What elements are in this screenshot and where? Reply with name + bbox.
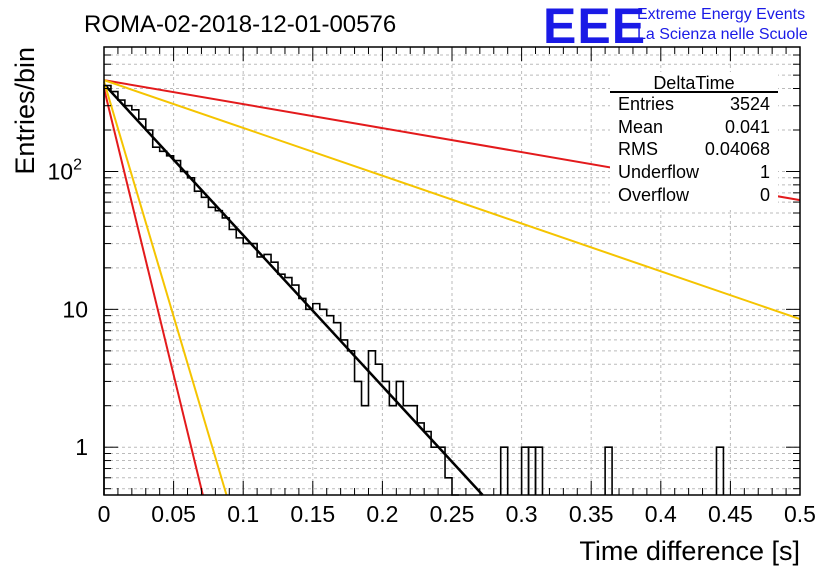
x-tick-label: 0.05 xyxy=(151,501,196,527)
stats-value-underflow: 1 xyxy=(760,162,770,182)
stats-label-overflow: Overflow xyxy=(618,185,690,205)
plot-frame xyxy=(103,46,801,496)
stats-box-bg xyxy=(610,72,778,210)
x-tick-label: 0.15 xyxy=(290,501,335,527)
stats-value-overflow: 0 xyxy=(760,185,770,205)
x-tick-label: 0.2 xyxy=(366,501,398,527)
stats-label-entries: Entries xyxy=(618,94,674,114)
histogram-bin xyxy=(715,446,725,495)
curve-line xyxy=(103,79,801,321)
stats-label-mean: Mean xyxy=(618,117,663,137)
x-tick-label: 0.35 xyxy=(569,501,614,527)
curve-line xyxy=(103,88,204,496)
stats-title: DeltaTime xyxy=(653,73,734,93)
brand-line-1: Extreme Energy Events xyxy=(637,6,805,23)
eee-logo: EEE xyxy=(543,0,646,54)
stats-label-underflow: Underflow xyxy=(618,162,700,182)
histogram-bin xyxy=(520,446,530,495)
y-axis-title: Entries/bin xyxy=(10,47,40,175)
histogram-bin xyxy=(604,446,613,495)
brand-line-2: La Scienza nelle Scuole xyxy=(637,26,808,43)
stats-label-rms: RMS xyxy=(618,139,658,159)
curve-line xyxy=(103,81,228,496)
stats-box: DeltaTime Entries 3524 Mean 0.041 RMS 0.… xyxy=(610,72,778,210)
stats-value-entries: 3524 xyxy=(730,94,770,114)
histogram-bin xyxy=(534,446,544,495)
x-tick-label: 0 xyxy=(98,501,111,527)
axis-ticks: 0 0.05 0.1 0.15 0.2 0.25 0.3 0.35 0.4 0.45 0.51101… xyxy=(48,46,816,527)
histogram-outline xyxy=(103,84,459,496)
x-tick-label: 0.4 xyxy=(645,501,677,527)
y-tick-label: 10 xyxy=(62,296,88,322)
x-tick-label: 0.1 xyxy=(227,501,259,527)
histogram-bin xyxy=(527,446,537,495)
stats-value-mean: 0.041 xyxy=(725,117,770,137)
stats-value-rms: 0.04068 xyxy=(705,139,770,159)
x-tick-label: 0.45 xyxy=(708,501,753,527)
y-tick-label: 102 xyxy=(48,156,83,184)
y-tick-label: 1 xyxy=(75,434,88,460)
histogram xyxy=(103,84,725,496)
x-tick-label: 0.3 xyxy=(506,501,538,527)
x-tick-label: 0.5 xyxy=(784,501,816,527)
histogram-bin xyxy=(499,446,509,495)
x-tick-label: 0.25 xyxy=(430,501,475,527)
plot-title: ROMA-02-2018-12-01-00576 xyxy=(84,11,396,38)
x-axis-title: Time difference [s] xyxy=(579,536,800,566)
